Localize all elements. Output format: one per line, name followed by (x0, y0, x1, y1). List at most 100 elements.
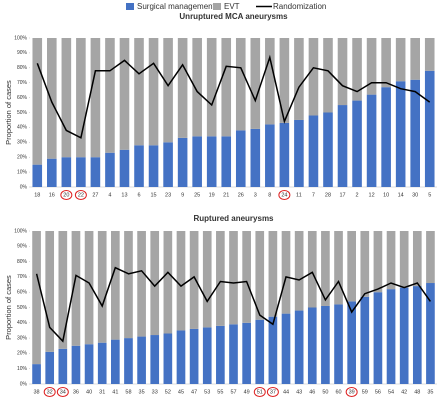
bar (47, 38, 57, 159)
bar (399, 287, 409, 384)
x-tick-label: 56 (375, 389, 381, 395)
bar (294, 38, 304, 120)
x-tick-label: 30 (412, 192, 418, 198)
bar (255, 319, 265, 384)
bar (32, 38, 43, 165)
bar (424, 70, 435, 187)
bar (58, 348, 68, 384)
bar (265, 124, 275, 187)
x-tick-label: 47 (191, 389, 197, 395)
bar (176, 330, 186, 384)
x-tick-label: 38 (34, 389, 40, 395)
x-tick-label: 37 (270, 389, 276, 395)
x-tick-label: 40 (86, 389, 92, 395)
x-tick-label: 57 (230, 389, 236, 395)
bar (321, 231, 330, 306)
bar (424, 38, 435, 71)
bar (206, 38, 217, 137)
bar (163, 231, 173, 334)
bar (321, 305, 330, 384)
highlight-circle (60, 190, 73, 200)
bar (134, 145, 144, 187)
x-tick-label: 49 (244, 389, 250, 395)
bar (281, 231, 291, 314)
bar (221, 38, 232, 137)
x-tick-label: 4 (108, 192, 111, 198)
bar (176, 231, 186, 331)
bar (111, 231, 120, 340)
bar (150, 335, 160, 384)
bar (347, 231, 356, 302)
bar (137, 336, 146, 384)
bar (334, 304, 343, 384)
bar (410, 79, 420, 187)
bar (47, 158, 57, 187)
x-tick-label: 14 (398, 192, 404, 198)
x-tick-label: 58 (125, 389, 131, 395)
y-tick-label: 70% (17, 80, 28, 86)
y-tick-label: 10% (17, 366, 28, 372)
x-tick-label: 5 (428, 192, 431, 198)
bar (308, 115, 319, 187)
bar (395, 38, 406, 82)
y-tick-label: 0% (20, 381, 28, 387)
bar (119, 149, 130, 187)
bar (177, 137, 188, 187)
bar (334, 231, 343, 305)
bar (294, 310, 304, 384)
x-tick-label: 48 (414, 389, 420, 395)
x-tick-label: 13 (121, 192, 127, 198)
bar (399, 231, 409, 288)
y-axis-label: Proportion of cases (4, 275, 13, 340)
bar (206, 136, 217, 187)
bar (163, 38, 173, 143)
bar (216, 231, 225, 326)
x-tick-label: 16 (49, 192, 55, 198)
y-tick-label: 80% (17, 65, 28, 71)
bar (381, 87, 391, 187)
bar (323, 38, 333, 113)
x-tick-label: 23 (165, 192, 171, 198)
bar (90, 157, 101, 187)
highlight-circle (278, 190, 291, 200)
bar (58, 231, 68, 349)
bar (124, 338, 133, 384)
highlight-circle (43, 387, 56, 397)
bar (426, 231, 435, 284)
bar (97, 231, 107, 343)
x-tick-label: 28 (325, 192, 331, 198)
bar (97, 342, 107, 384)
highlight-circle (56, 387, 69, 397)
bar (360, 296, 370, 384)
x-tick-label: 55 (217, 389, 223, 395)
bar (307, 231, 317, 308)
y-tick-label: 80% (17, 259, 28, 265)
x-tick-label: 31 (99, 389, 105, 395)
x-tick-label: 7 (312, 192, 315, 198)
x-tick-label: 20 (63, 192, 69, 198)
x-tick-label: 19 (209, 192, 215, 198)
x-tick-label: 59 (362, 389, 368, 395)
x-tick-label: 51 (257, 389, 263, 395)
bar (32, 164, 43, 187)
x-tick-label: 42 (401, 389, 407, 395)
bar (105, 152, 115, 187)
y-tick-label: 0% (20, 184, 28, 190)
bar (148, 145, 159, 187)
bar (255, 231, 265, 320)
bar (119, 38, 130, 150)
bar (192, 38, 202, 137)
legend-swatch (126, 3, 134, 10)
bar (337, 105, 348, 187)
bar (177, 38, 188, 138)
bar (268, 316, 278, 384)
bar (352, 100, 362, 187)
bar (373, 231, 383, 293)
highlight-circle (345, 387, 358, 397)
line (35, 266, 432, 343)
x-tick-label: 3 (254, 192, 257, 198)
bar (235, 38, 246, 131)
y-tick-label: 60% (17, 290, 28, 296)
bar (84, 231, 94, 345)
